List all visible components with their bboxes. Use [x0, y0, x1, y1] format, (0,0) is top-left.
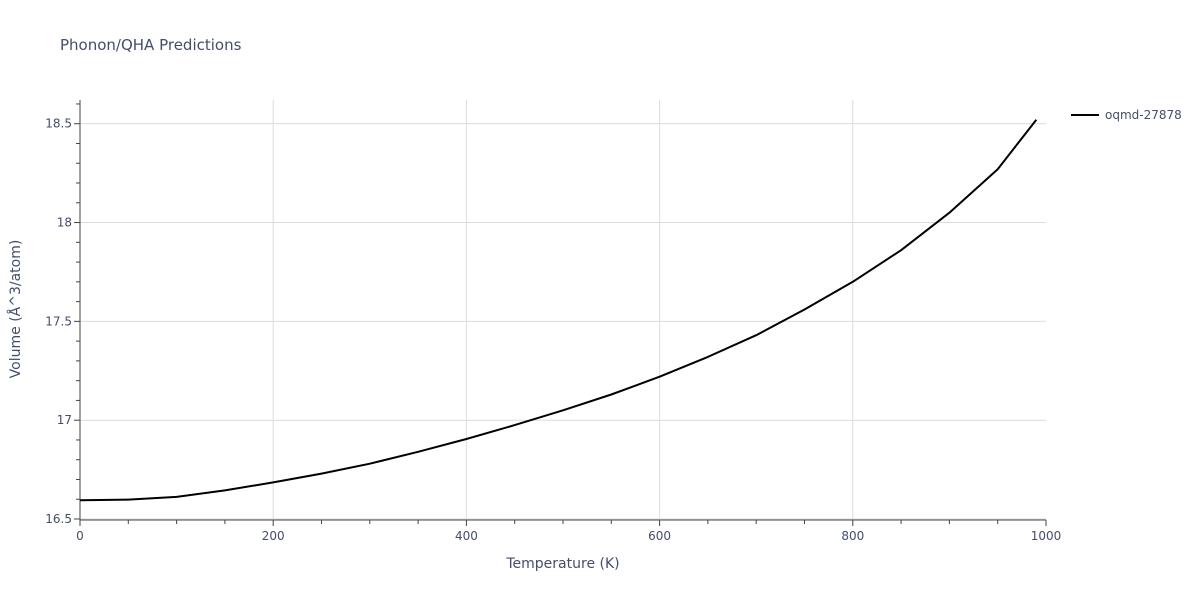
y-tick-label: 17.5 — [45, 314, 72, 328]
x-tick-label: 800 — [841, 529, 864, 543]
x-tick-label: 200 — [262, 529, 285, 543]
x-tick-label: 1000 — [1031, 529, 1062, 543]
x-tick-label: 0 — [76, 529, 84, 543]
axes-layer: 0 200 400 600 800 1000 16.5 17 17.5 18 18.5 — [45, 100, 1061, 543]
x-axis-title: Temperature (K) — [505, 556, 619, 572]
y-tick-label: 17 — [57, 413, 72, 427]
chart-title: Phonon/QHA Predictions — [60, 36, 242, 54]
y-tick-label: 18.5 — [45, 117, 72, 131]
series-line — [79, 119, 1038, 502]
x-tick-label: 600 — [648, 529, 671, 543]
series-layer — [79, 119, 1038, 502]
legend-label[interactable]: oqmd-27878 — [1105, 108, 1182, 122]
grid-layer — [80, 100, 1046, 520]
y-tick-label: 16.5 — [45, 512, 72, 526]
legend[interactable]: oqmd-27878 — [1071, 108, 1182, 122]
y-axis-title: Volume (Å^3/atom) — [7, 240, 24, 379]
x-tick-label: 400 — [455, 529, 478, 543]
y-tick-label: 18 — [57, 216, 72, 230]
